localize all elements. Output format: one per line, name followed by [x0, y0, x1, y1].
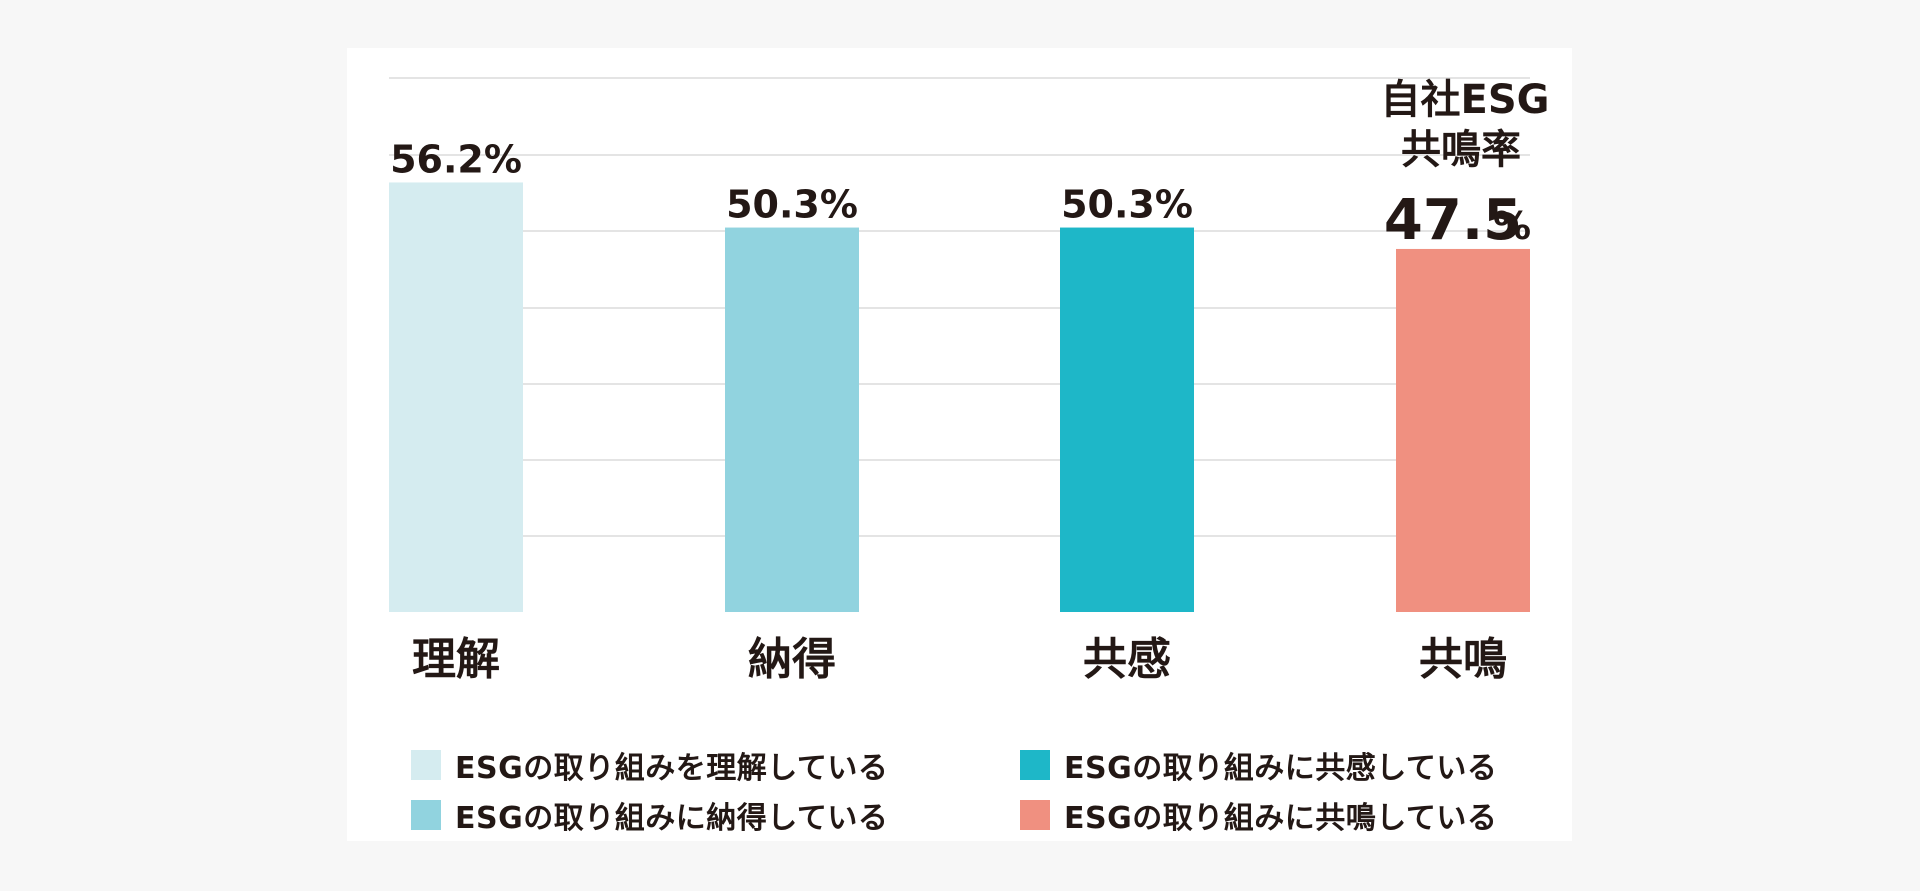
legend-label-resonate: ESGの取り組みに共鳴している	[1064, 801, 1498, 836]
legend-swatch-agree	[411, 800, 441, 830]
data-label-3: 50.3%	[1061, 183, 1193, 227]
category-label-2: 納得	[748, 634, 836, 685]
legend-label-agree: ESGの取り組みに納得している	[455, 801, 889, 836]
legend-swatch-understand	[411, 750, 441, 780]
bar-3	[1060, 227, 1194, 612]
data-label-1: 56.2%	[390, 137, 522, 181]
data-label-2: 50.3%	[726, 183, 858, 227]
legend-item-resonate: ESGの取り組みに共鳴している	[1020, 793, 1497, 837]
legend-item-agree: ESGの取り組みに納得している	[411, 793, 888, 837]
legend-label-empathize: ESGの取り組みに共感している	[1064, 751, 1498, 786]
data-label-percent: %	[1493, 204, 1531, 248]
legend-label-understand: ESGの取り組みを理解している	[455, 751, 889, 786]
chart-card: 56.2% 理解 50.3% 納得 50.3% 共感 自社ESG 共鳴率 47.5% 共鳴 ESG…	[347, 48, 1572, 841]
category-label-3: 共感	[1083, 634, 1171, 685]
data-label-4: 47.5	[1384, 188, 1522, 253]
category-label-1: 理解	[412, 634, 500, 685]
legend-swatch-empathize	[1020, 750, 1050, 780]
legend-swatch-resonate	[1020, 800, 1050, 830]
bar-4	[1396, 248, 1530, 612]
legend-item-empathize: ESGの取り組みに共感している	[1020, 743, 1497, 787]
category-label-4: 共鳴	[1419, 634, 1507, 685]
highlight-title-line1: 自社ESG	[1381, 77, 1550, 123]
highlight-title-line2: 共鳴率	[1401, 127, 1521, 173]
bar-1	[389, 182, 523, 613]
legend: ESGの取り組みを理解している ESGの取り組みに納得している ESGの取り組み…	[347, 48, 1572, 841]
legend-item-understand: ESGの取り組みを理解している	[411, 743, 888, 787]
bar-2	[725, 227, 859, 612]
